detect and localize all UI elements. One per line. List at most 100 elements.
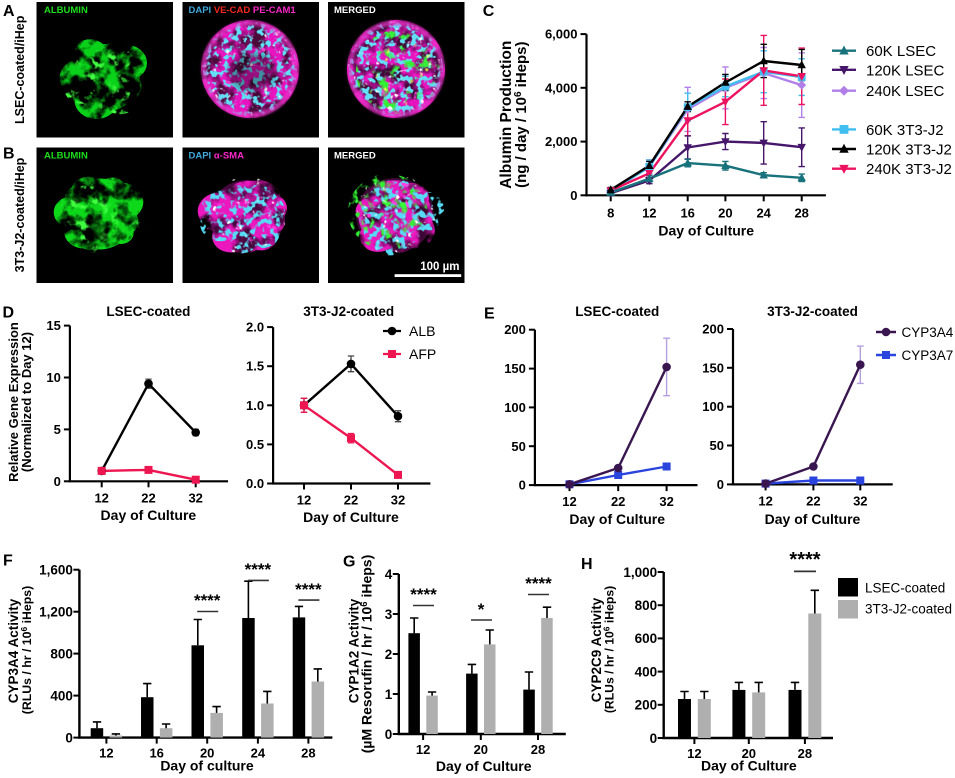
svg-text:28: 28 <box>794 205 808 220</box>
svg-text:DAPI α-SMA: DAPI α-SMA <box>189 151 245 162</box>
svg-text:150: 150 <box>504 361 526 376</box>
svg-text:Day of culture: Day of culture <box>160 758 254 774</box>
svg-text:400: 400 <box>50 688 73 703</box>
svg-text:12: 12 <box>687 746 701 761</box>
svg-text:3T3-J2-coated: 3T3-J2-coated <box>303 304 394 319</box>
svg-text:(RLUs / hr / 106 iHeps): (RLUs / hr / 106 iHeps) <box>601 586 616 713</box>
svg-text:CYP1A2 Activity: CYP1A2 Activity <box>347 598 362 703</box>
svg-text:(RLUs / hr / 106 iHeps): (RLUs / hr / 106 iHeps) <box>19 586 34 714</box>
svg-text:800: 800 <box>635 598 658 613</box>
svg-text:****: **** <box>194 591 221 610</box>
svg-text:15: 15 <box>46 318 60 333</box>
svg-text:0: 0 <box>650 731 658 746</box>
svg-text:200: 200 <box>504 322 526 337</box>
svg-text:28: 28 <box>301 746 315 761</box>
svg-text:32: 32 <box>853 493 867 508</box>
svg-text:100 µm: 100 µm <box>420 261 459 273</box>
svg-text:****: **** <box>525 574 552 593</box>
svg-text:Day of Culture: Day of Culture <box>436 758 532 774</box>
svg-text:G: G <box>343 554 355 571</box>
svg-text:****: **** <box>295 580 322 599</box>
svg-text:20: 20 <box>474 742 488 757</box>
svg-text:DAPI VE-CAD PE-CAM1: DAPI VE-CAD PE-CAM1 <box>189 5 297 16</box>
svg-text:100: 100 <box>702 399 724 414</box>
svg-text:CYP2C9 Activity: CYP2C9 Activity <box>589 597 604 702</box>
svg-text:LSEC-coated: LSEC-coated <box>865 581 945 596</box>
svg-text:800: 800 <box>50 646 73 661</box>
svg-text:****: **** <box>789 549 820 571</box>
svg-text:100: 100 <box>504 400 526 415</box>
svg-text:Day of Culture: Day of Culture <box>303 509 399 525</box>
svg-text:8: 8 <box>607 205 614 220</box>
svg-text:0: 0 <box>65 730 73 745</box>
svg-text:3T3-J2-coated/iHep: 3T3-J2-coated/iHep <box>13 157 27 272</box>
svg-text:32: 32 <box>188 490 202 505</box>
svg-text:150: 150 <box>702 360 724 375</box>
svg-text:5: 5 <box>54 422 61 437</box>
svg-text:0: 0 <box>385 727 393 742</box>
svg-text:E: E <box>484 306 495 323</box>
svg-text:20: 20 <box>200 746 214 761</box>
svg-text:22: 22 <box>344 493 358 508</box>
svg-text:24: 24 <box>756 205 771 220</box>
svg-text:3T3-J2-coated: 3T3-J2-coated <box>767 304 858 319</box>
svg-text:200: 200 <box>635 698 658 713</box>
svg-text:LSEC-coated: LSEC-coated <box>106 304 190 319</box>
svg-text:16: 16 <box>680 205 694 220</box>
svg-text:Relative Gene Expression: Relative Gene Expression <box>6 322 21 482</box>
svg-text:12: 12 <box>416 742 430 757</box>
svg-text:60K LSEC: 60K LSEC <box>866 43 936 60</box>
svg-text:2: 2 <box>385 647 393 662</box>
svg-text:B: B <box>3 146 15 163</box>
svg-text:16: 16 <box>149 746 163 761</box>
svg-text:Day of Culture: Day of Culture <box>765 511 861 527</box>
svg-text:(µM Resorufin / hr / 106 iHeps: (µM Resorufin / hr / 106 iHeps) <box>359 555 375 754</box>
svg-text:ALB: ALB <box>409 323 435 339</box>
svg-text:0.0: 0.0 <box>246 476 264 491</box>
svg-text:22: 22 <box>611 494 625 509</box>
svg-text:12: 12 <box>99 746 113 761</box>
svg-text:Day of Culture: Day of Culture <box>101 507 197 523</box>
svg-text:400: 400 <box>635 664 658 679</box>
svg-text:600: 600 <box>635 631 658 646</box>
svg-text:LSEC-coated: LSEC-coated <box>575 304 659 319</box>
svg-text:(ng / day / 106 iHeps): (ng / day / 106 iHeps) <box>513 41 530 187</box>
svg-text:50: 50 <box>511 439 525 454</box>
svg-text:120K 3T3-J2: 120K 3T3-J2 <box>866 142 952 159</box>
svg-text:12: 12 <box>642 205 656 220</box>
svg-text:3: 3 <box>385 607 393 622</box>
svg-text:ALBUMIN: ALBUMIN <box>44 151 88 162</box>
svg-text:6,000: 6,000 <box>545 27 578 42</box>
svg-text:*: * <box>478 600 485 619</box>
svg-text:0: 0 <box>570 188 577 203</box>
svg-text:4,000: 4,000 <box>545 80 578 95</box>
svg-text:120K LSEC: 120K LSEC <box>866 62 945 79</box>
svg-text:ALBUMIN: ALBUMIN <box>44 5 88 16</box>
svg-text:12: 12 <box>297 493 311 508</box>
svg-text:28: 28 <box>798 746 812 761</box>
svg-text:28: 28 <box>531 742 545 757</box>
svg-text:0.5: 0.5 <box>246 437 264 452</box>
svg-text:Day of Culture: Day of Culture <box>658 222 754 238</box>
svg-text:50: 50 <box>710 438 724 453</box>
svg-text:12: 12 <box>758 493 772 508</box>
svg-text:60K 3T3-J2: 60K 3T3-J2 <box>866 122 944 139</box>
svg-text:CYP3A7: CYP3A7 <box>902 348 954 363</box>
svg-text:F: F <box>3 553 13 570</box>
svg-text:4: 4 <box>385 567 393 582</box>
svg-text:1: 1 <box>385 687 393 702</box>
svg-text:C: C <box>483 3 495 20</box>
svg-text:A: A <box>3 3 15 20</box>
svg-text:32: 32 <box>659 494 673 509</box>
svg-text:****: **** <box>245 560 272 579</box>
svg-text:1,200: 1,200 <box>39 605 73 620</box>
svg-text:240K LSEC: 240K LSEC <box>866 83 945 100</box>
svg-text:(Normalized to Day 12): (Normalized to Day 12) <box>19 332 34 472</box>
svg-text:10: 10 <box>46 370 60 385</box>
svg-text:LSEC-coated/iHep: LSEC-coated/iHep <box>13 15 27 124</box>
svg-text:AFP: AFP <box>409 346 436 362</box>
svg-text:1,600: 1,600 <box>39 563 73 578</box>
svg-text:1.0: 1.0 <box>246 398 264 413</box>
svg-text:MERGED: MERGED <box>334 151 376 162</box>
svg-text:24: 24 <box>251 746 266 761</box>
